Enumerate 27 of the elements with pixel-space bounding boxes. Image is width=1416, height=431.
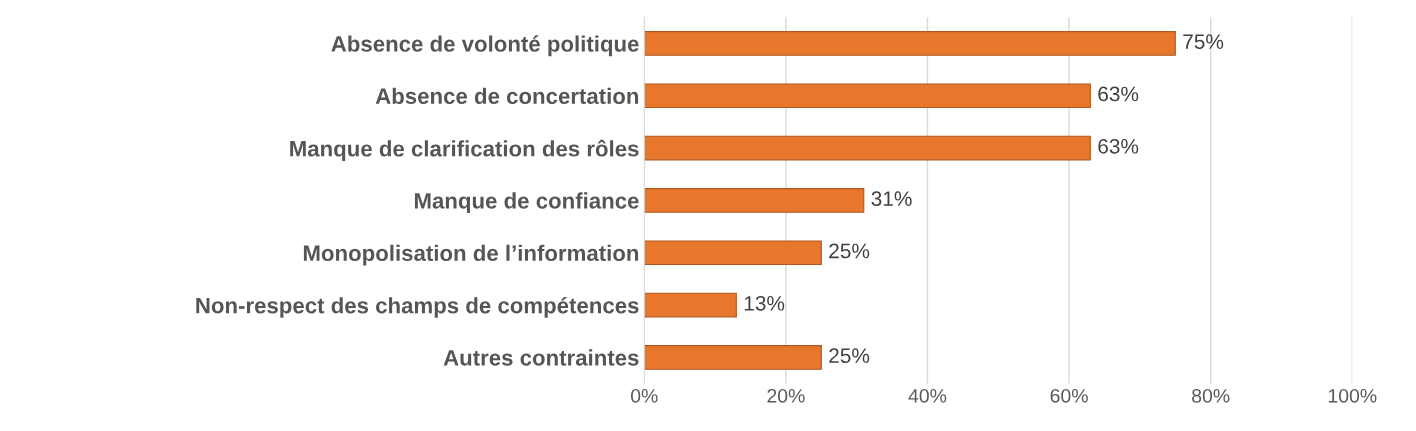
data-label: 63%	[1098, 86, 1139, 102]
bar	[644, 83, 1091, 109]
bar	[644, 135, 1091, 161]
x-tick-label: 0%	[630, 388, 658, 403]
x-tick-label: 60%	[1050, 388, 1088, 403]
y-tick-label: Non-respect des champs de compétences	[196, 296, 639, 318]
x-tick-label: 40%	[908, 388, 947, 403]
data-label: 63%	[1098, 138, 1139, 154]
x-tick-label: 20%	[767, 388, 805, 403]
bar	[644, 31, 1176, 56]
bar	[644, 292, 737, 318]
bar	[644, 240, 822, 266]
y-tick-label: Autres contraintes	[443, 349, 639, 366]
x-tick-label: 80%	[1192, 388, 1230, 403]
data-label: 13%	[744, 295, 785, 311]
y-tick-label: Manque de clarification des rôles	[290, 139, 639, 161]
bar	[644, 188, 865, 213]
y-tick-label: Manque de confiance	[414, 192, 639, 214]
x-tick-label: 100%	[1328, 388, 1377, 403]
y-tick-label: Absence de concertation	[375, 87, 639, 105]
data-label: 25%	[829, 348, 870, 364]
data-label: 75%	[1183, 34, 1224, 49]
y-tick-label: Monopolisation de l’information	[303, 244, 639, 266]
data-label: 31%	[871, 191, 912, 207]
bar	[644, 345, 822, 370]
y-tick-label: Absence de volonté politique	[331, 35, 639, 57]
data-label: 25%	[829, 243, 870, 259]
